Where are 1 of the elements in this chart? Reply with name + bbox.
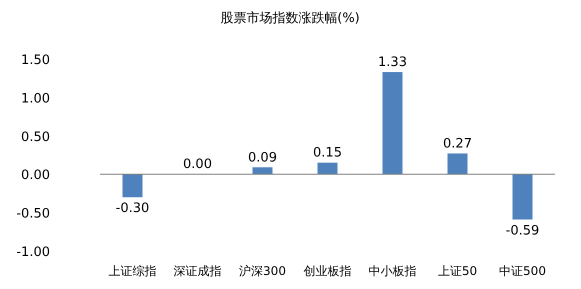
title: 股票市场指数涨跌幅(%) <box>220 11 360 26</box>
